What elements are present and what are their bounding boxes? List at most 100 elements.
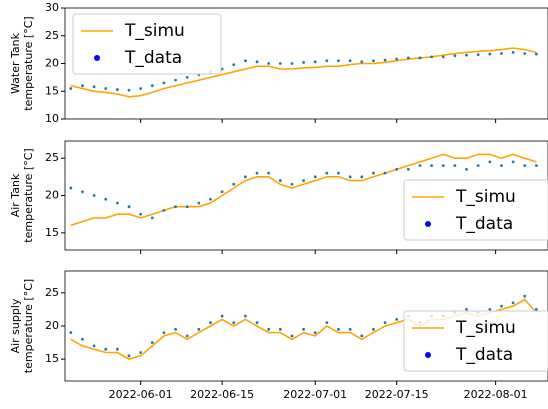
- data-point: [290, 62, 294, 65]
- data-point: [81, 84, 84, 88]
- data-point: [185, 205, 189, 209]
- data-point: [500, 164, 503, 168]
- data-point: [104, 197, 108, 201]
- data-point: [139, 87, 143, 90]
- data-point: [313, 60, 317, 64]
- data-point: [523, 164, 527, 168]
- y-axis-label: temperature [°C]: [22, 148, 35, 242]
- x-tick-label: 2022-06-01: [109, 388, 173, 401]
- data-point: [325, 59, 329, 63]
- data-point: [209, 197, 212, 201]
- data-point: [209, 321, 212, 325]
- plot-area: [69, 47, 538, 98]
- data-point: [511, 301, 515, 305]
- data-point: [500, 52, 503, 55]
- data-point: [220, 190, 224, 194]
- y-tick-label: 15: [45, 352, 59, 365]
- data-point: [185, 75, 189, 79]
- data-point: [441, 164, 445, 168]
- data-point: [127, 354, 131, 358]
- data-point: [488, 52, 492, 56]
- y-axis-label: Water Tank: [9, 32, 22, 94]
- data-point: [150, 84, 154, 88]
- data-point: [255, 171, 259, 175]
- legend: T_simu T_data: [72, 13, 222, 75]
- data-point: [360, 334, 364, 338]
- y-axis-label: Air supply: [9, 298, 22, 353]
- data-point: [337, 171, 340, 175]
- data-point: [278, 62, 282, 65]
- legend-marker: [425, 221, 431, 227]
- data-point: [243, 59, 247, 63]
- data-point: [139, 351, 143, 354]
- data-point: [150, 341, 154, 344]
- data-point: [372, 171, 375, 175]
- data-point: [325, 171, 329, 175]
- data-point: [81, 337, 84, 341]
- data-point: [302, 60, 305, 64]
- data-point: [418, 164, 422, 168]
- x-tick-label: 2022-06-15: [190, 388, 254, 401]
- data-point: [430, 164, 434, 168]
- data-point: [348, 59, 352, 63]
- data-point: [267, 62, 271, 65]
- data-point: [511, 160, 515, 164]
- data-point: [534, 52, 538, 56]
- data-point: [162, 209, 166, 212]
- data-point: [313, 331, 317, 335]
- data-point: [92, 344, 96, 348]
- line: [70, 153, 537, 227]
- data-point: [174, 205, 177, 209]
- data-point: [395, 167, 399, 171]
- data-point: [127, 88, 131, 92]
- legend: T_simu T_data: [403, 310, 548, 372]
- data-point: [453, 54, 457, 58]
- data-point: [92, 194, 96, 197]
- y-axis-label: temperature [°C]: [22, 16, 35, 110]
- legend-label: T_simu: [455, 187, 516, 207]
- data-point: [430, 55, 434, 59]
- data-point: [185, 334, 189, 338]
- data-point: [395, 317, 399, 321]
- data-point: [395, 57, 399, 61]
- data-point: [162, 81, 166, 85]
- data-point: [453, 164, 457, 168]
- data-point: [243, 314, 247, 318]
- data-point: [534, 164, 538, 168]
- y-tick-label: 15: [45, 84, 59, 97]
- data-point: [267, 327, 271, 331]
- data-point: [465, 53, 468, 57]
- data-point: [488, 308, 492, 311]
- data-point: [325, 321, 329, 325]
- data-point: [511, 51, 515, 54]
- data-point: [534, 308, 538, 311]
- data-point: [220, 314, 224, 318]
- data-point: [174, 78, 177, 82]
- data-point: [255, 321, 259, 325]
- data-point: [290, 182, 294, 186]
- legend-box: [72, 13, 222, 75]
- data-point: [500, 304, 503, 308]
- data-point: [372, 327, 375, 331]
- data-point: [197, 327, 201, 331]
- data-point: [197, 201, 201, 205]
- data-point: [465, 308, 468, 311]
- data-point: [476, 164, 480, 168]
- data-point: [383, 58, 387, 62]
- y-tick-label: 25: [45, 29, 59, 42]
- data-point: [232, 63, 236, 67]
- data-point: [313, 175, 317, 179]
- legend-label: T_data: [455, 214, 513, 234]
- data-point: [337, 327, 340, 331]
- legend-box: [403, 179, 548, 241]
- data-point: [302, 179, 305, 182]
- data-point: [150, 216, 154, 220]
- data-point: [92, 85, 96, 89]
- x-tick-label: 2022-07-01: [283, 388, 347, 401]
- y-tick-label: 20: [45, 57, 59, 70]
- legend-label: T_simu: [124, 21, 185, 41]
- data-point: [441, 55, 445, 59]
- data-point: [139, 212, 143, 216]
- data-point: [372, 59, 375, 63]
